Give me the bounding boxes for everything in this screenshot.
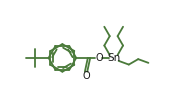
Text: Sn: Sn bbox=[107, 53, 120, 63]
Text: O: O bbox=[95, 53, 103, 63]
Text: O: O bbox=[82, 71, 90, 81]
